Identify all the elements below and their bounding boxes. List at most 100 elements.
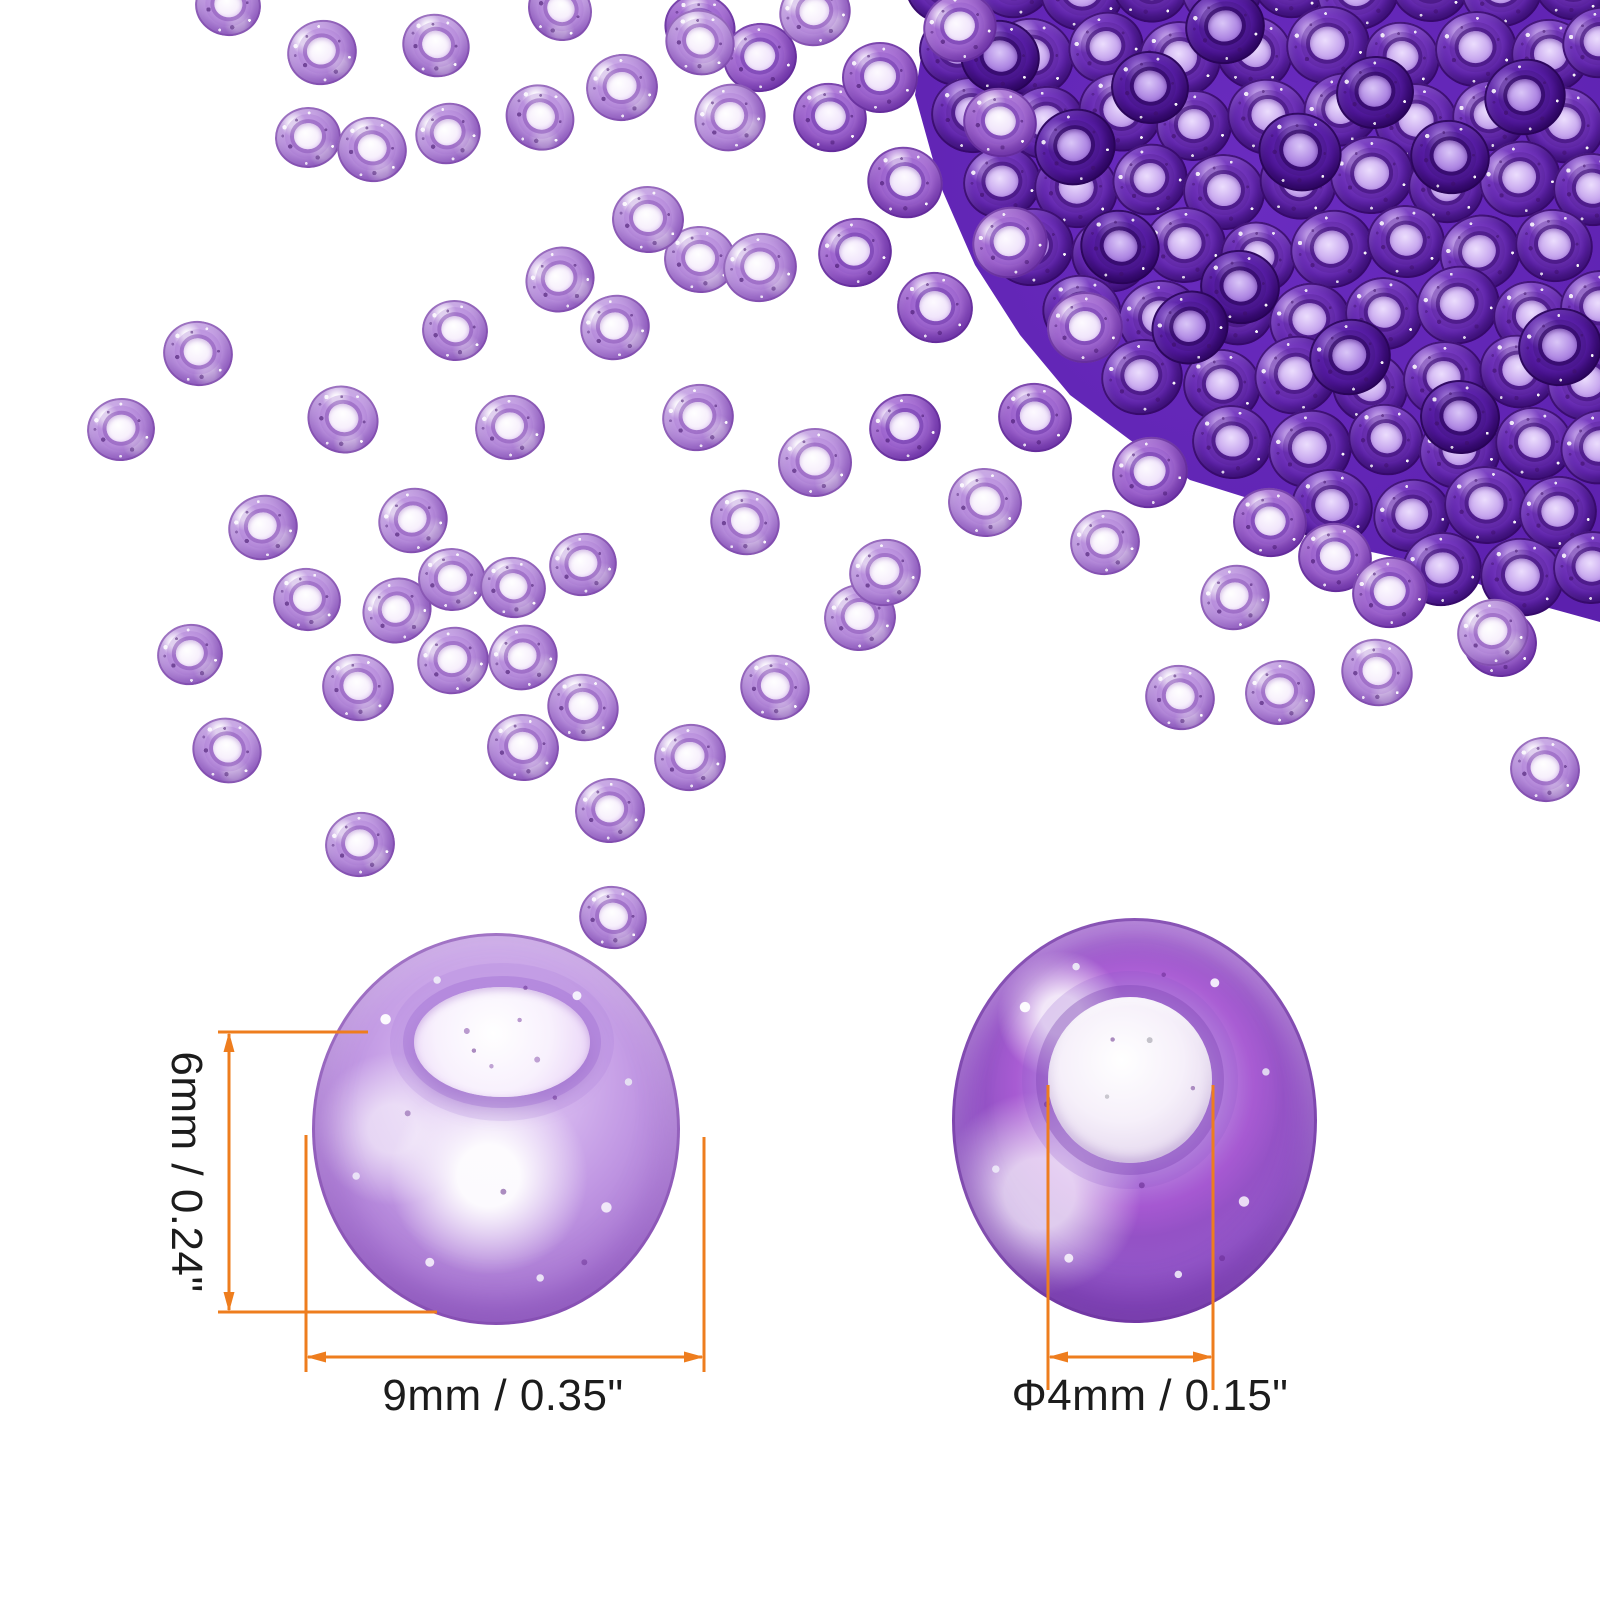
bead — [329, 109, 415, 190]
height-dimension-label: 6mm / 0.24" — [162, 1051, 211, 1293]
bead-hole — [1252, 504, 1289, 539]
bead — [314, 645, 402, 730]
bead-hole — [1411, 0, 1449, 2]
bead — [268, 562, 346, 637]
bead — [891, 265, 979, 350]
bead — [515, 0, 605, 55]
bead-hole — [323, 399, 364, 438]
bead-hole — [1579, 22, 1600, 61]
bead — [1240, 655, 1320, 730]
bead-hole — [1121, 355, 1163, 396]
bead-hole — [1514, 423, 1554, 461]
bead — [572, 878, 654, 957]
bead-hole — [681, 23, 720, 60]
bead-hole — [1166, 225, 1204, 262]
bead-hole — [1500, 554, 1544, 597]
bead-hole — [433, 641, 472, 678]
bead — [731, 645, 819, 730]
bead — [861, 385, 949, 470]
bead — [1064, 503, 1146, 582]
bead-hole — [564, 687, 603, 725]
bead — [319, 806, 401, 883]
bead-hole — [967, 484, 1003, 518]
bead-hole — [989, 221, 1030, 261]
bead-hole — [1307, 23, 1349, 64]
bead-hole — [885, 161, 926, 201]
bead-hole — [1551, 0, 1594, 3]
bead-hole — [1312, 486, 1353, 525]
closeup-bead-side-hole — [414, 987, 590, 1097]
bead — [778, 428, 852, 497]
bead-hole — [181, 335, 216, 369]
bead — [151, 617, 229, 692]
bead-hole — [799, 446, 831, 476]
bead-hole — [1466, 485, 1506, 522]
bead-hole — [1528, 752, 1563, 785]
bead — [418, 295, 492, 366]
bead-hole — [1480, 0, 1523, 8]
bead-hole — [394, 501, 432, 538]
bead-hole — [1435, 282, 1480, 325]
bead — [842, 42, 918, 113]
bead-hole — [1474, 613, 1511, 649]
bead-hole — [811, 98, 850, 135]
bead-hole — [594, 794, 626, 825]
bead-hole — [1371, 573, 1409, 610]
bead-hole — [1534, 225, 1575, 264]
bead-hole — [981, 103, 1020, 140]
bead-hole — [916, 288, 954, 324]
bead-hole — [1538, 492, 1577, 530]
bead-hole — [212, 0, 245, 20]
closeup-bead-side-view — [312, 933, 680, 1325]
bead-hole — [1578, 424, 1600, 467]
bead-hole — [886, 408, 923, 444]
bead-hole — [1128, 0, 1173, 6]
bead-hole — [604, 69, 640, 103]
bead-hole — [1358, 652, 1397, 690]
bead-hole — [1328, 335, 1371, 376]
bead-hole — [303, 34, 340, 69]
bead — [190, 0, 266, 42]
bead-hole — [672, 739, 708, 774]
bead-hole — [503, 638, 542, 675]
bead-hole — [795, 0, 834, 30]
bead-hole — [1099, 225, 1142, 266]
bead-hole — [497, 570, 530, 602]
bead — [157, 314, 239, 393]
bead-hole — [1052, 124, 1097, 167]
bead-hole — [244, 508, 281, 544]
bead-hole — [1352, 154, 1392, 193]
bead-hole — [340, 668, 377, 704]
bead-hole — [1131, 68, 1169, 104]
bead — [1504, 731, 1586, 808]
bead-hole — [1213, 422, 1252, 459]
bead — [810, 209, 900, 296]
bead-hole — [1216, 578, 1254, 615]
bead-hole — [430, 115, 465, 150]
width-dimension-label: 9mm / 0.35" — [382, 1371, 624, 1420]
bead-hole — [1317, 538, 1354, 574]
bead — [700, 479, 790, 566]
bead-hole — [565, 546, 600, 580]
bead-hole — [1391, 494, 1432, 534]
bead — [82, 393, 160, 466]
closeup-bead-front-hole — [1048, 997, 1212, 1163]
bead-hole — [521, 97, 561, 136]
bead — [580, 48, 664, 127]
bead-hole — [492, 410, 527, 443]
bead-hole — [726, 503, 764, 540]
bead-hole — [1309, 226, 1354, 269]
bead-hole — [683, 242, 718, 275]
bead-hole — [541, 0, 580, 28]
bead-hole — [1573, 170, 1600, 206]
bead — [296, 373, 390, 466]
bead-hole — [1441, 398, 1479, 433]
bead-hole — [1162, 679, 1199, 714]
bead — [1190, 554, 1280, 641]
bead — [716, 226, 804, 309]
bead-hole — [1087, 524, 1122, 558]
bead-hole — [1457, 30, 1495, 65]
bead — [943, 463, 1027, 542]
bead-hole — [1263, 675, 1297, 707]
